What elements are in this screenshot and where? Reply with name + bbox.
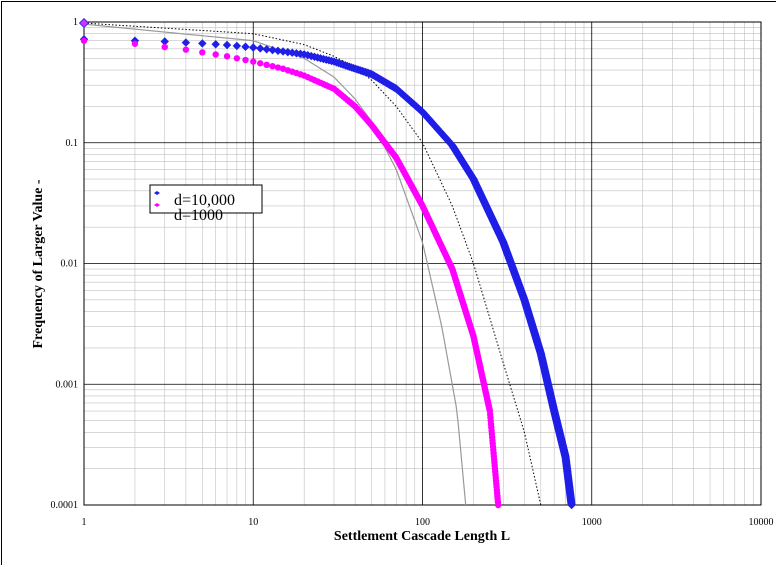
legend-label-d10000: d=10,000: [174, 192, 235, 209]
data-point-diamond: [198, 39, 207, 48]
data-point-circle: [212, 51, 219, 58]
data-point-circle: [80, 37, 88, 44]
data-point-diamond: [268, 45, 277, 55]
data-point-circle: [233, 55, 241, 62]
y-tick-label: 0.01: [61, 259, 79, 270]
data-point-diamond: [222, 40, 232, 50]
x-axis-title: Settlement Cascade Length L: [334, 529, 510, 544]
data-point-diamond: [241, 42, 250, 51]
y-axis-title: Frequency of Larger Value -: [31, 179, 46, 348]
data-point-start: [78, 17, 90, 29]
y-tick-label: 0.0001: [51, 500, 79, 511]
data-point-diamond: [181, 38, 191, 47]
y-tick-label: 0.001: [56, 379, 79, 390]
data-point-circle: [242, 56, 249, 64]
data-point-diamond: [232, 41, 242, 51]
data-point-circle: [199, 49, 206, 56]
legend-marker-d1000: [154, 203, 160, 207]
x-tick-label: 1: [82, 517, 87, 528]
data-point-diamond: [249, 43, 258, 52]
data-point-circle: [182, 46, 190, 53]
y-tick-label: 1: [73, 17, 78, 28]
data-point-circle: [131, 40, 139, 47]
data-point-diamond: [211, 40, 220, 49]
data-point-diamond: [303, 50, 312, 60]
data-point-diamond: [160, 37, 169, 46]
y-axis-ticks: 0.0001 0.001 0.01 0.1 1: [51, 17, 79, 511]
data-point-diamond: [262, 45, 271, 54]
data-point-diamond: [273, 46, 283, 56]
data-point-circle: [263, 61, 270, 69]
data-point-circle: [257, 60, 264, 67]
data-point-circle: [250, 58, 257, 65]
y-tick-label: 0.1: [66, 138, 79, 149]
scatter-layer: [78, 17, 576, 510]
data-point-diamond: [283, 47, 292, 57]
data-point-circle: [494, 501, 502, 509]
grid-lines: [83, 21, 762, 506]
x-tick-label: 10000: [749, 517, 774, 528]
legend-label-d1000: d=1000: [174, 207, 223, 224]
legend-marker-d10000: [154, 191, 160, 195]
plot-area-border: [83, 21, 762, 506]
data-point-diamond: [567, 500, 576, 510]
x-tick-label: 10: [248, 517, 258, 528]
x-axis-ticks: 1 10 100 1000 10000: [82, 517, 774, 528]
data-point-circle: [161, 43, 168, 51]
legend: d=10,000 d=1000: [149, 184, 263, 224]
data-point-circle: [223, 53, 231, 60]
data-point-circle: [269, 63, 276, 70]
data-point-diamond: [256, 44, 265, 53]
data-point-circle: [274, 64, 282, 71]
x-tick-label: 100: [415, 517, 430, 528]
data-point-diamond: [278, 47, 288, 56]
x-tick-label: 1000: [582, 517, 602, 528]
legend-box: [149, 184, 263, 214]
